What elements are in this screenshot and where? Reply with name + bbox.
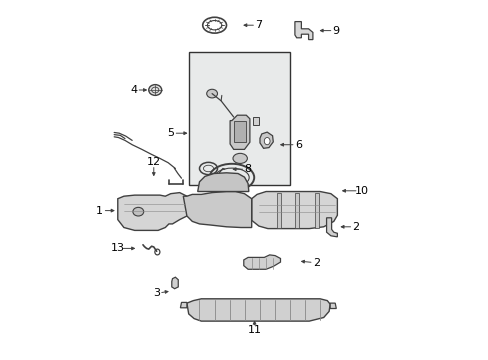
Text: 11: 11 (247, 325, 261, 336)
Polygon shape (244, 255, 280, 269)
Text: 8: 8 (244, 164, 251, 174)
FancyBboxPatch shape (188, 52, 289, 185)
Ellipse shape (264, 138, 269, 145)
Polygon shape (183, 192, 251, 228)
Bar (252, 117, 259, 125)
Polygon shape (276, 193, 281, 228)
Polygon shape (230, 115, 249, 149)
Text: 12: 12 (146, 157, 161, 167)
Text: 3: 3 (152, 288, 160, 298)
Polygon shape (294, 22, 312, 40)
Text: 5: 5 (167, 128, 174, 138)
Polygon shape (314, 193, 318, 228)
Polygon shape (171, 277, 178, 289)
Text: 1: 1 (96, 206, 103, 216)
Text: 4: 4 (130, 85, 137, 95)
Polygon shape (197, 173, 248, 192)
Polygon shape (118, 193, 186, 230)
Ellipse shape (206, 89, 217, 98)
Text: 7: 7 (255, 20, 262, 30)
Polygon shape (326, 218, 337, 237)
Polygon shape (260, 132, 273, 148)
Text: 6: 6 (294, 140, 302, 150)
Polygon shape (329, 303, 336, 309)
Text: 2: 2 (312, 258, 320, 268)
Ellipse shape (148, 85, 162, 95)
Text: 13: 13 (111, 243, 124, 253)
Polygon shape (251, 192, 337, 229)
Polygon shape (180, 302, 186, 308)
Polygon shape (186, 299, 329, 321)
Ellipse shape (232, 153, 247, 163)
Text: 10: 10 (354, 186, 368, 196)
Bar (233, 121, 246, 142)
Polygon shape (294, 193, 299, 228)
Ellipse shape (133, 207, 143, 216)
Text: 9: 9 (332, 26, 339, 36)
Text: 2: 2 (352, 222, 359, 232)
